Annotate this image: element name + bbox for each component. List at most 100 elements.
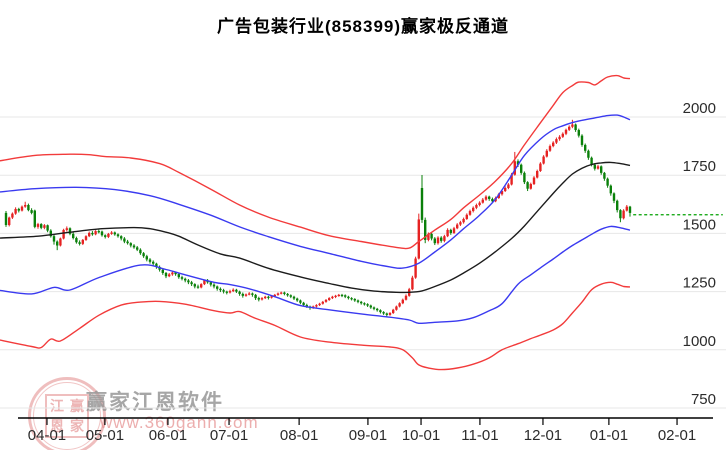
candle-body xyxy=(110,232,113,234)
candle-body xyxy=(68,228,72,234)
candle-body xyxy=(4,212,8,226)
candle-body xyxy=(142,253,145,257)
candle-body xyxy=(430,233,433,239)
candle-body xyxy=(251,293,254,295)
candle-body xyxy=(225,291,228,293)
candle-body xyxy=(321,301,324,304)
candle-body xyxy=(568,126,571,130)
candle-body xyxy=(81,239,84,244)
candle-body xyxy=(574,124,577,131)
candle-body xyxy=(379,310,382,313)
candle-body xyxy=(385,313,388,315)
candle-body xyxy=(305,305,308,307)
candle-body xyxy=(126,241,129,244)
candle-body xyxy=(404,295,408,300)
candle-body xyxy=(49,230,52,237)
candle-body xyxy=(139,249,142,254)
candle-body xyxy=(513,161,516,175)
candle-body xyxy=(273,294,276,297)
candle-body xyxy=(344,295,347,297)
channel-upper-outer-line xyxy=(0,74,631,250)
candle-body xyxy=(388,313,392,315)
candle-body xyxy=(171,272,174,275)
candle-body xyxy=(216,286,219,289)
candle-body xyxy=(264,296,267,299)
candle-body xyxy=(561,133,564,137)
candle-body xyxy=(212,284,216,287)
candle-body xyxy=(248,293,251,295)
candle-body xyxy=(456,224,459,229)
candle-body xyxy=(193,284,196,287)
candle-body xyxy=(94,231,97,235)
x-axis-label: 09-01 xyxy=(349,427,387,444)
candle-body xyxy=(369,305,372,308)
candle-body xyxy=(20,206,24,211)
candle-body xyxy=(587,150,590,158)
candle-body xyxy=(433,238,436,244)
candle-body xyxy=(334,295,337,297)
candle-body xyxy=(46,225,49,231)
candle-body xyxy=(590,157,593,165)
candle-body xyxy=(459,222,462,225)
x-axis-label: 06-01 xyxy=(149,427,187,444)
candle-body xyxy=(532,177,536,185)
candle-body xyxy=(168,274,171,277)
candle-body xyxy=(78,242,81,244)
candle-body xyxy=(555,139,558,143)
candle-body xyxy=(299,300,302,303)
candle-body xyxy=(577,130,580,136)
candle-body xyxy=(606,178,609,186)
y-axis-label: 2000 xyxy=(683,100,716,117)
candle-body xyxy=(593,164,596,169)
candle-body xyxy=(465,214,468,219)
candle-body xyxy=(177,274,180,278)
candle-body xyxy=(462,218,465,223)
x-axis-label: 02-01 xyxy=(658,427,696,444)
x-axis-label: 05-01 xyxy=(86,427,124,444)
candle-body xyxy=(200,284,203,288)
candle-body xyxy=(276,293,280,295)
candle-body xyxy=(257,298,260,300)
candle-body xyxy=(100,231,104,236)
candle-body xyxy=(280,292,283,294)
candle-body xyxy=(529,184,532,189)
candle-body xyxy=(196,286,200,288)
candle-body xyxy=(296,298,299,301)
candle-body xyxy=(190,282,193,285)
candle-body xyxy=(443,236,446,241)
candle-body xyxy=(17,208,20,211)
candle-body xyxy=(392,309,395,314)
candle-body xyxy=(536,171,539,178)
candle-body xyxy=(552,142,555,147)
channel-lower-outer-line xyxy=(0,281,631,371)
candle-body xyxy=(612,193,616,201)
candle-body xyxy=(452,228,456,233)
candle-body xyxy=(475,204,478,208)
candle-body xyxy=(372,307,376,309)
candle-body xyxy=(504,188,507,192)
x-axis-label: 10-01 xyxy=(402,427,440,444)
candle-body xyxy=(84,236,88,240)
channel-upper-inner-line xyxy=(0,114,631,270)
candle-body xyxy=(539,163,542,172)
candle-body xyxy=(481,199,484,203)
candle-body xyxy=(564,129,568,134)
candle-body xyxy=(616,200,619,211)
candle-body xyxy=(180,277,184,279)
candle-body xyxy=(584,144,587,151)
candle-body xyxy=(510,174,513,185)
candle-body xyxy=(302,302,305,306)
channel-mid-line xyxy=(0,161,631,294)
candle-body xyxy=(516,161,520,165)
candle-body xyxy=(59,238,62,246)
candle-body xyxy=(161,269,164,273)
candle-body xyxy=(292,296,296,299)
candle-body xyxy=(363,303,366,305)
candle-body xyxy=(228,291,232,293)
candle-body xyxy=(270,296,273,298)
candle-body xyxy=(65,228,68,230)
candle-body xyxy=(203,280,206,285)
y-axis-label: 750 xyxy=(691,391,716,408)
candle-body xyxy=(520,164,523,173)
